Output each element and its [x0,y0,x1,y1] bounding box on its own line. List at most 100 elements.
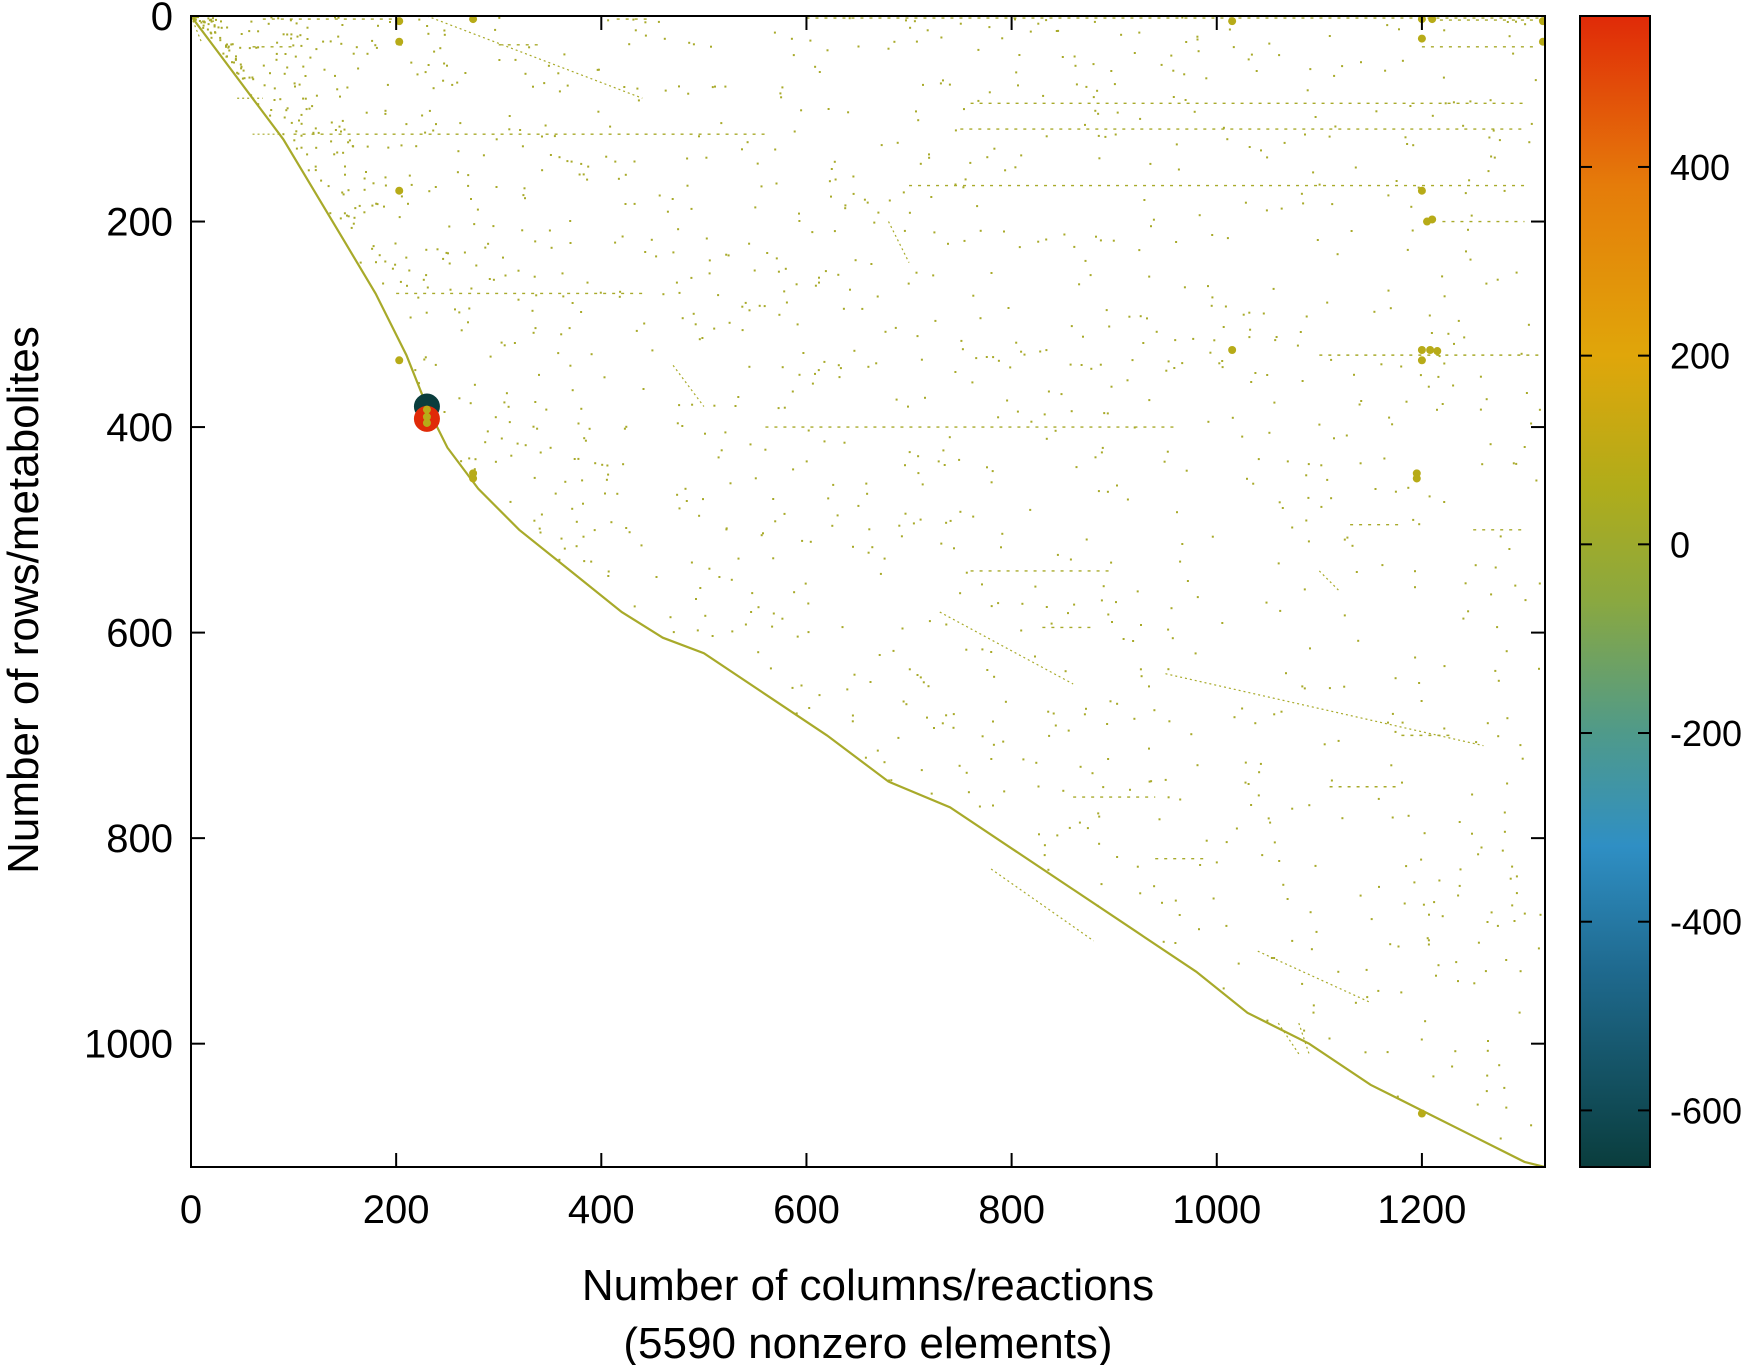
nonzero-mark [801,539,804,542]
nonzero-mark [1255,70,1258,72]
nonzero-mark [492,278,495,281]
nonzero-mark [394,263,397,266]
nonzero-mark [879,572,882,575]
nonzero-mark [644,251,647,253]
nonzero-point [395,17,404,26]
nonzero-mark [1422,903,1425,906]
nonzero-mark [633,605,636,608]
nonzero-mark [553,135,556,138]
nonzero-mark [459,122,462,125]
nonzero-mark [1112,239,1115,242]
nonzero-mark [531,309,534,312]
nonzero-mark [293,82,296,85]
nonzero-mark [275,58,278,61]
nonzero-mark [464,72,467,74]
nonzero-mark [1089,274,1092,277]
nonzero-mark [347,189,350,192]
y-tick-label: 800 [106,817,173,861]
nonzero-mark [1463,336,1466,339]
nonzero-mark [1181,362,1184,365]
nonzero-mark [484,246,487,249]
nonzero-mark [558,90,561,93]
nonzero-mark [1067,729,1070,732]
nonzero-mark [893,40,896,43]
nonzero-mark [800,109,803,112]
nonzero-mark [926,29,929,32]
nonzero-mark [1205,839,1208,842]
nonzero-mark [1515,271,1518,274]
nonzero-mark [1084,259,1087,262]
nonzero-mark [777,270,780,273]
nonzero-mark [1310,948,1313,951]
nonzero-mark [1018,246,1021,249]
x-axis-title: Number of columns/reactions [582,1261,1154,1310]
nonzero-mark [1129,788,1131,791]
nonzero-mark [997,359,1000,362]
side-segment [1165,673,1484,747]
nonzero-mark [1075,466,1078,469]
nonzero-mark [357,67,360,70]
nonzero-mark [764,448,767,451]
nonzero-mark [1165,369,1168,372]
nonzero-mark [225,45,227,48]
nonzero-mark [1020,350,1023,353]
nonzero-mark [1326,301,1329,304]
nonzero-mark [292,44,295,47]
nonzero-mark [222,52,225,55]
nonzero-mark [1148,685,1150,688]
nonzero-mark [749,443,752,446]
nonzero-mark [671,198,674,200]
nonzero-mark [231,61,233,64]
nonzero-mark [487,242,490,245]
nonzero-mark [1073,55,1076,58]
nonzero-mark [1146,317,1148,320]
nonzero-mark [365,111,368,114]
nonzero-mark [1050,622,1053,625]
nonzero-mark [1228,28,1231,31]
nonzero-mark [1267,817,1270,820]
nonzero-mark [751,592,754,595]
colorbar-ticks: 400 200 0 -200 -400 -600 [1580,147,1742,1131]
nonzero-mark [1161,901,1163,904]
nonzero-mark [625,527,628,529]
nonzero-mark [1199,864,1202,866]
nonzero-mark [414,369,417,372]
nonzero-mark [1468,179,1471,182]
nonzero-mark [193,16,196,19]
nonzero-mark [1270,957,1273,959]
nonzero-mark [306,26,309,29]
nonzero-mark [1357,639,1360,642]
nonzero-mark [1196,596,1199,599]
nonzero-mark [1457,980,1459,983]
nonzero-mark [568,327,571,330]
nonzero-mark [1063,233,1066,236]
nonzero-mark [643,322,646,325]
nonzero-mark [583,560,586,563]
side-segment [672,365,705,407]
nonzero-mark [1042,94,1045,97]
nonzero-mark [695,598,697,600]
x-axis-subtitle: (5590 nonzero elements) [623,1319,1112,1365]
nonzero-mark [210,36,213,39]
nonzero-mark [1102,786,1105,789]
nonzero-mark [781,617,784,620]
nonzero-mark [952,713,955,716]
nonzero-mark [1481,463,1484,466]
nonzero-mark [1278,501,1281,504]
nonzero-mark [1330,779,1333,782]
nonzero-mark [1427,943,1430,946]
nonzero-mark [384,109,387,112]
nonzero-mark [945,714,948,717]
nonzero-mark [1370,918,1373,921]
nonzero-mark [1043,413,1046,416]
nonzero-mark [235,55,237,58]
nonzero-mark [1453,342,1455,345]
nonzero-mark [248,76,251,79]
nonzero-mark [1309,647,1311,650]
nonzero-mark [1177,168,1180,171]
nonzero-mark [975,357,978,360]
nonzero-mark [1162,940,1165,943]
nonzero-mark [717,294,720,297]
nonzero-mark [315,48,318,51]
nonzero-mark [1018,54,1021,56]
